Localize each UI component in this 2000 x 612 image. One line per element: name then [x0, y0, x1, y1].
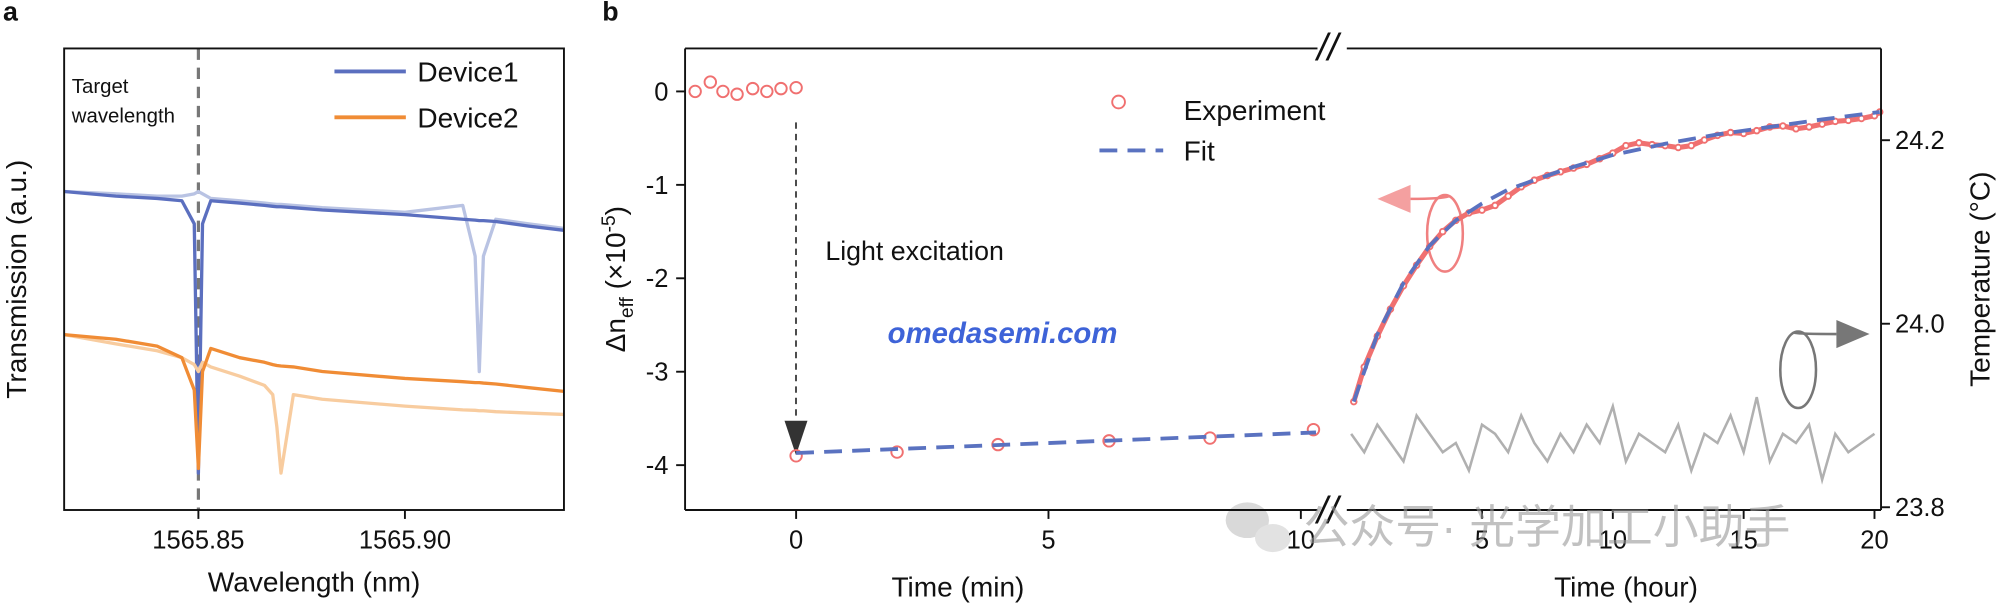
y2-tick-label: 24.0	[1895, 311, 1945, 339]
experiment-point	[1478, 206, 1486, 214]
fit-line	[1351, 110, 1880, 403]
experiment-point	[1674, 143, 1682, 152]
x-tick-label: 10	[1287, 526, 1315, 554]
x-tick-label: 5	[1041, 526, 1055, 554]
experiment-point	[1687, 141, 1696, 150]
panel-label: b	[602, 0, 618, 26]
legend-marker	[1111, 94, 1126, 110]
experiment-axis-ellipse	[1425, 193, 1465, 273]
experiment-axis-arrow	[1410, 195, 1450, 201]
experiment-point	[760, 84, 774, 99]
series-line	[64, 189, 565, 374]
experiment-point	[703, 75, 718, 89]
legend-label: Experiment	[1184, 95, 1326, 126]
x-axis-label: Wavelength (nm)	[208, 567, 421, 598]
annotation: Light excitation	[825, 236, 1004, 266]
x-tick-label: 20	[1860, 526, 1888, 554]
annotation: wavelength	[71, 105, 175, 127]
y-axis-label-part: (×10	[600, 232, 631, 297]
x-tick-label: 1565.90	[359, 526, 451, 554]
series-line	[64, 332, 565, 471]
y-tick-label: -4	[646, 452, 669, 480]
experiment-point	[716, 84, 730, 99]
experiment-point	[1805, 123, 1813, 131]
y-axis-label-part: -5	[599, 215, 620, 232]
x-tick-label: 1565.85	[152, 526, 244, 554]
temperature-axis-arrowhead	[1836, 320, 1870, 349]
x-tick-label: 10	[1599, 526, 1627, 554]
experiment-point	[1491, 201, 1499, 210]
experiment-point	[730, 87, 744, 101]
experiment-point	[890, 445, 904, 459]
series-line	[64, 189, 565, 475]
watermark: omedasemi.com	[888, 317, 1118, 350]
y-axis-label-part: )	[600, 206, 631, 215]
experiment-point	[1779, 122, 1787, 130]
plot-frame	[63, 47, 565, 511]
panel-label: a	[3, 0, 19, 26]
annotation: Target	[72, 76, 129, 98]
experiment-point	[1726, 128, 1735, 137]
experiment-point	[1792, 125, 1800, 133]
y-tick-label: -2	[646, 265, 669, 293]
excitation-arrowhead	[784, 420, 808, 456]
experiment-trace	[1351, 109, 1882, 403]
axis-break: //	[1314, 489, 1342, 532]
y-axis-label: Δneff (×10-5)	[599, 206, 638, 352]
experiment-point	[1831, 117, 1839, 126]
experiment-point	[1306, 422, 1321, 437]
experiment-point	[1438, 227, 1447, 236]
y-axis-label: Transmission (a.u.)	[1, 160, 32, 399]
axis-break: //	[1314, 26, 1342, 69]
y2-axis-label: Temperature (°C)	[1964, 172, 1995, 387]
experiment-point	[1504, 192, 1512, 200]
fit-line	[796, 430, 1317, 455]
x-axis-label: Time (min)	[891, 572, 1024, 603]
watermark: 公众号· 光学加工小助手	[1303, 501, 1790, 553]
temperature-axis-ellipse	[1779, 330, 1818, 410]
y-tick-label: -3	[646, 359, 669, 387]
experiment-point	[1818, 120, 1826, 128]
experiment-point	[789, 80, 803, 95]
y-tick-label: -1	[646, 172, 669, 200]
x-tick-label: 0	[789, 526, 803, 554]
experiment-point	[746, 81, 760, 96]
experiment-point	[1844, 116, 1853, 125]
temperature-axis-arrow	[1794, 331, 1837, 336]
experiment-point	[1622, 141, 1630, 150]
wechat-icon	[1225, 502, 1291, 553]
experiment-point	[1857, 114, 1866, 123]
experiment-axis-arrowhead	[1377, 184, 1411, 213]
y2-tick-label: 24.2	[1895, 127, 1945, 155]
experiment-point	[1635, 139, 1643, 147]
x-tick-label: 15	[1729, 526, 1757, 554]
x-tick-label: 5	[1475, 526, 1489, 554]
experiment-point	[688, 84, 702, 99]
experiment-point	[774, 81, 788, 96]
experiment-point	[1700, 136, 1709, 144]
y2-tick-label: 23.8	[1895, 494, 1945, 522]
temperature-line	[1350, 396, 1876, 485]
experiment-point	[789, 449, 803, 463]
legend-label: Device1	[417, 57, 518, 88]
experiment-point	[1752, 126, 1761, 135]
legend-label: Fit	[1184, 136, 1215, 167]
y-tick-label: 0	[654, 78, 668, 106]
series-line	[63, 332, 565, 475]
y-axis-label-part: Δn	[600, 318, 631, 352]
legend-label: Device2	[417, 103, 518, 134]
y-axis-label-part: eff	[617, 296, 638, 318]
x-axis-label: Time (hour)	[1554, 572, 1698, 603]
